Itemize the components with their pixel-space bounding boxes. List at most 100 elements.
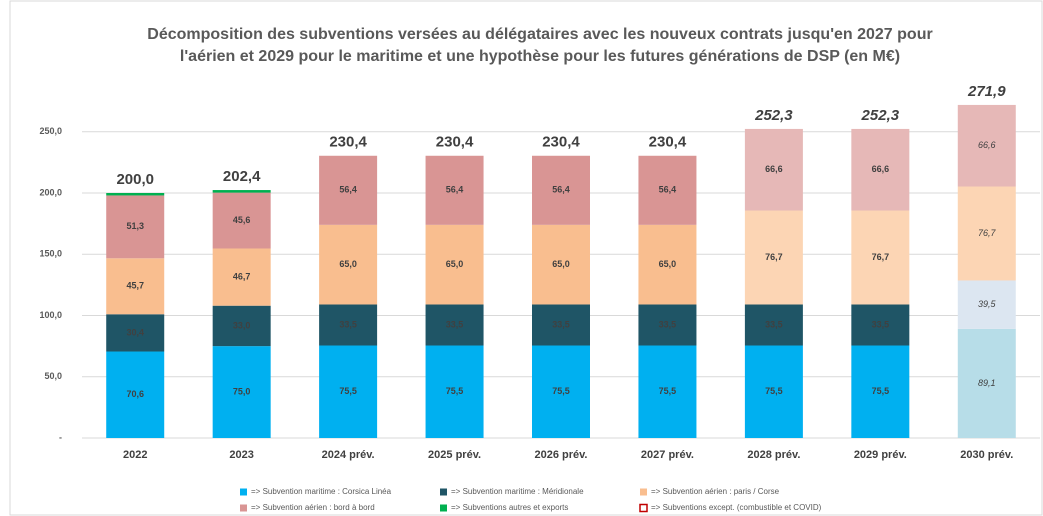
chart-title: Décomposition des subventions versées au…: [147, 26, 933, 65]
total-label: 252,3: [861, 107, 900, 124]
legend-swatch: [240, 488, 247, 496]
total-label: 252,3: [754, 107, 793, 124]
bar-segment: [744, 210, 803, 305]
x-tick-label: 2026 prév.: [534, 449, 587, 461]
bar-segment: [319, 304, 378, 346]
x-tick-label: 2024 prév.: [322, 449, 375, 461]
value-label: 75,5: [872, 386, 890, 396]
value-label: 70,6: [126, 389, 144, 399]
total-label: 230,4: [329, 134, 367, 151]
value-label: 76,7: [765, 252, 783, 262]
bar-segment: [638, 304, 697, 346]
legend-swatch: [640, 488, 647, 496]
value-label: 33,5: [872, 319, 890, 329]
x-tick-label: 2022: [123, 449, 147, 461]
bar-segment: [212, 248, 271, 306]
bar-segment: [744, 128, 803, 211]
bar-segment: [319, 155, 378, 225]
value-label: 75,5: [339, 386, 357, 396]
bar-segment: [851, 210, 910, 305]
bar-segment: [425, 304, 484, 346]
legend-label: => Subvention maritime : Corsica Linéa: [251, 487, 392, 496]
value-label: 75,5: [659, 386, 677, 396]
value-label: 75,5: [765, 386, 783, 396]
value-label: 75,5: [446, 386, 464, 396]
bar-segment: [212, 190, 271, 193]
total-label: 230,4: [542, 134, 580, 151]
value-label: 45,6: [233, 215, 251, 225]
legend-swatch: [440, 504, 447, 512]
total-label: 230,4: [649, 134, 687, 151]
bar-segment: [532, 155, 590, 225]
bar-segment: [106, 193, 165, 196]
value-label: 75,5: [552, 386, 570, 396]
value-label: 33,5: [659, 319, 677, 329]
bar-segment: [638, 224, 697, 305]
value-label: 65,0: [659, 259, 677, 269]
y-tick-label: 100,0: [39, 310, 62, 320]
legend-label: => Subventions autres et exports: [451, 503, 568, 512]
bar-segment: [106, 351, 165, 438]
value-label: 89,1: [978, 378, 996, 388]
bar-segment: [106, 258, 165, 315]
value-label: 33,0: [233, 320, 251, 330]
legend-swatch: [440, 488, 447, 496]
value-label: 56,4: [339, 185, 357, 195]
bar-segment: [744, 304, 803, 346]
legend-label: => Subvention aérien : bord à bord: [251, 503, 375, 512]
bar-segment: [957, 186, 1016, 281]
value-label: 56,4: [552, 185, 570, 195]
bar-segment: [319, 224, 378, 305]
value-label: 51,3: [126, 221, 144, 231]
value-label: 66,6: [872, 164, 890, 174]
y-tick-label: 150,0: [39, 249, 62, 259]
y-tick-label: 200,0: [39, 187, 62, 197]
value-label: 76,7: [872, 252, 890, 262]
value-label: 65,0: [339, 259, 357, 269]
value-label: 30,4: [126, 327, 144, 337]
x-tick-label: 2028 prév.: [747, 449, 800, 461]
value-label: 56,4: [446, 185, 464, 195]
value-label: 46,7: [233, 271, 251, 281]
bar-segment: [319, 345, 378, 438]
value-label: 65,0: [552, 259, 570, 269]
legend-label: => Subvention maritime : Méridionale: [451, 487, 584, 496]
total-label: 200,0: [116, 171, 154, 188]
bar-segment: [957, 104, 1016, 187]
bar-segment: [212, 346, 271, 438]
value-label: 33,5: [765, 319, 783, 329]
bar-segment: [106, 314, 165, 352]
bar-segment: [212, 192, 271, 249]
bar-segment: [851, 345, 910, 438]
value-label: 39,5: [978, 299, 997, 309]
value-label: 33,5: [446, 319, 464, 329]
bar-segment: [106, 195, 165, 259]
bar-segment: [638, 155, 697, 225]
bar-segment: [532, 224, 590, 305]
bar-segment: [532, 345, 590, 438]
value-label: 33,5: [552, 319, 570, 329]
value-label: 66,6: [765, 164, 783, 174]
legend-label: => Subventions except. (combustible et C…: [651, 503, 822, 512]
legend-label: => Subvention aérien : paris / Corse: [651, 487, 780, 496]
x-tick-label: 2029 prév.: [854, 449, 907, 461]
bar-segment: [957, 328, 1016, 438]
y-tick-label: -: [59, 432, 62, 442]
bar-segment: [744, 345, 803, 438]
value-label: 76,7: [978, 228, 997, 238]
value-label: 75,0: [233, 386, 251, 396]
bar-segment: [425, 345, 484, 438]
total-label: 202,4: [223, 168, 261, 185]
value-label: 56,4: [659, 185, 677, 195]
chart-border: [9, 0, 1043, 516]
bar-segment: [638, 345, 697, 438]
bar-segment: [212, 305, 271, 347]
bar-segment: [957, 280, 1016, 329]
legend-swatch: [240, 504, 247, 512]
bar-segment: [851, 128, 910, 211]
x-tick-label: 2025 prév.: [428, 449, 481, 461]
x-tick-label: 2023: [229, 449, 253, 461]
bar-segment: [425, 155, 484, 225]
